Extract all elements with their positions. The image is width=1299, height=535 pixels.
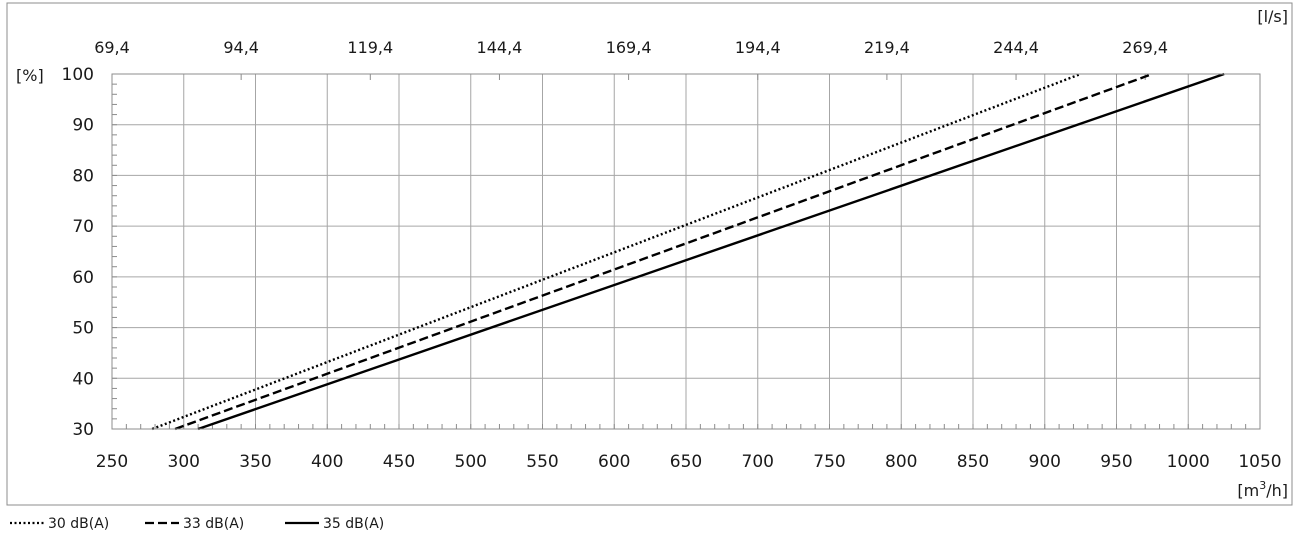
x-axis-label: [m3/h] [1237,479,1288,500]
x-tick-label: 750 [813,452,845,472]
secondary-x-axis-label: [l/s] [1257,7,1288,26]
legend-label: 33 dB(A) [183,516,244,532]
y-tick-labels: 30 40 50 60 70 80 90 100 [62,65,94,440]
x-tick-labels: 250 300 350 400 450 500 550 600 650 700 750 800 850 9… [96,452,1282,472]
x-tick-label: 650 [670,452,702,472]
x-tick-label: 500 [455,452,487,472]
legend-label: 30 dB(A) [48,516,109,532]
x-tick-label: 550 [526,452,558,472]
x-tick-label: 450 [383,452,415,472]
y-tick-label: 60 [72,268,94,288]
x-tick-label: 700 [742,452,774,472]
x-axis-label-tail: /h] [1266,481,1288,500]
y-tick-label: 30 [72,420,94,440]
secondary-x-tick-label: 69,4 [94,38,130,57]
x-tick-label: 1000 [1167,452,1210,472]
legend-label: 35 dB(A) [323,516,384,532]
y-tick-label: 40 [72,369,94,389]
secondary-x-tick-labels: 69,4 94,4 119,4 144,4 169,4 194,4 219,4 244,4 26… [94,38,1168,57]
secondary-x-tick-label: 169,4 [606,38,652,57]
secondary-x-tick-label: 119,4 [347,38,393,57]
y-tick-label: 70 [72,217,94,237]
secondary-x-tick-label: 194,4 [735,38,781,57]
minor-ticks [111,73,1261,430]
series-line-dashed [174,72,1153,431]
secondary-x-tick-label: 144,4 [477,38,523,57]
x-tick-label: 250 [96,452,128,472]
series-line-dotted [151,72,1082,431]
x-tick-label: 800 [885,452,917,472]
plot-border [111,73,1261,430]
y-tick-label: 90 [72,116,94,136]
chart-frame [6,2,1293,506]
x-tick-label: 300 [168,452,200,472]
x-tick-label: 400 [311,452,343,472]
y-tick-label: 100 [62,65,94,85]
x-tick-label: 600 [598,452,630,472]
x-axis-label-sup: 3 [1259,479,1266,492]
y-tick-label: 80 [72,166,94,186]
y-axis-label: [%] [16,66,44,85]
secondary-x-tick-label: 219,4 [864,38,910,57]
secondary-x-tick-label: 94,4 [223,38,259,57]
x-tick-label: 950 [1100,452,1132,472]
x-tick-label: 900 [1029,452,1061,472]
series-lines [151,72,1225,431]
x-tick-label: 850 [957,452,989,472]
secondary-x-tick-label: 244,4 [993,38,1039,57]
y-tick-label: 50 [72,319,94,339]
legend: 30 dB(A) 33 dB(A) 35 dB(A) [10,516,384,532]
x-axis-label-base: [m [1237,481,1259,500]
series-line-solid [197,72,1225,431]
x-tick-label: 1050 [1238,452,1281,472]
secondary-x-tick-label: 269,4 [1122,38,1168,57]
x-tick-label: 350 [239,452,271,472]
